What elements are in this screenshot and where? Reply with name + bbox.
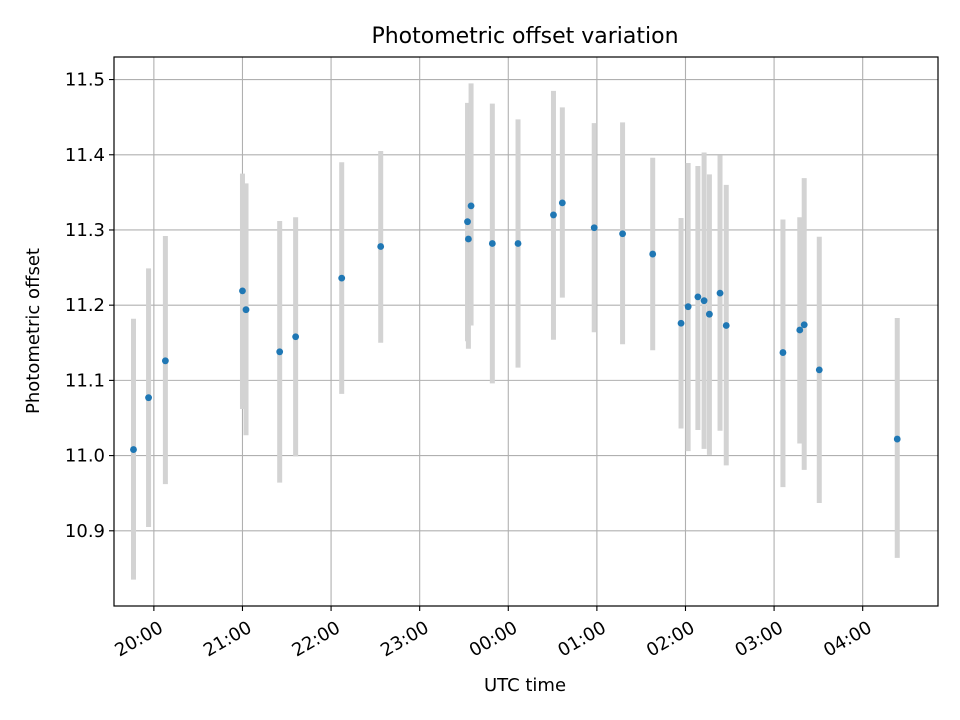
y-tick-label: 11.2 — [65, 295, 105, 316]
data-point — [145, 394, 152, 402]
data-point — [377, 243, 385, 250]
y-tick-label: 11.3 — [65, 220, 105, 241]
data-point — [893, 435, 901, 443]
chart-title: Photometric offset variation — [371, 24, 678, 49]
data-point — [700, 297, 708, 305]
y-tick-label: 11.0 — [65, 446, 105, 467]
data-points — [130, 199, 901, 453]
y-tick-label: 10.9 — [65, 521, 105, 542]
x-axis-label: UTC time — [484, 675, 566, 696]
data-point — [694, 293, 702, 301]
data-point — [467, 202, 475, 210]
data-point — [464, 218, 471, 226]
data-point — [722, 322, 730, 329]
data-point — [815, 366, 823, 374]
data-point — [779, 349, 787, 356]
data-point — [706, 310, 713, 318]
data-point — [716, 289, 724, 297]
y-tick-label: 11.5 — [65, 70, 105, 91]
y-axis-ticks: 10.9 11.0 11.1 11.2 11.3 11.4 11.5 — [65, 70, 114, 542]
data-point — [338, 274, 346, 282]
data-point — [276, 348, 284, 356]
data-point — [292, 333, 300, 341]
data-point — [677, 319, 685, 327]
y-tick-label: 11.4 — [65, 145, 105, 166]
y-axis-label: Photometric offset — [23, 248, 44, 414]
data-point — [130, 446, 137, 453]
data-point — [488, 240, 496, 247]
data-point — [590, 224, 598, 232]
data-point — [619, 230, 626, 238]
data-point — [514, 240, 522, 247]
data-point — [465, 235, 472, 243]
data-point — [558, 199, 566, 207]
data-point — [800, 321, 808, 329]
plot-frame — [113, 56, 939, 607]
y-tick-label: 11.1 — [65, 370, 105, 391]
data-point — [684, 303, 692, 311]
data-point — [649, 250, 657, 258]
data-point — [796, 326, 804, 334]
data-point — [161, 357, 169, 365]
data-point — [242, 306, 250, 314]
data-point — [550, 211, 557, 219]
data-point — [239, 287, 246, 295]
